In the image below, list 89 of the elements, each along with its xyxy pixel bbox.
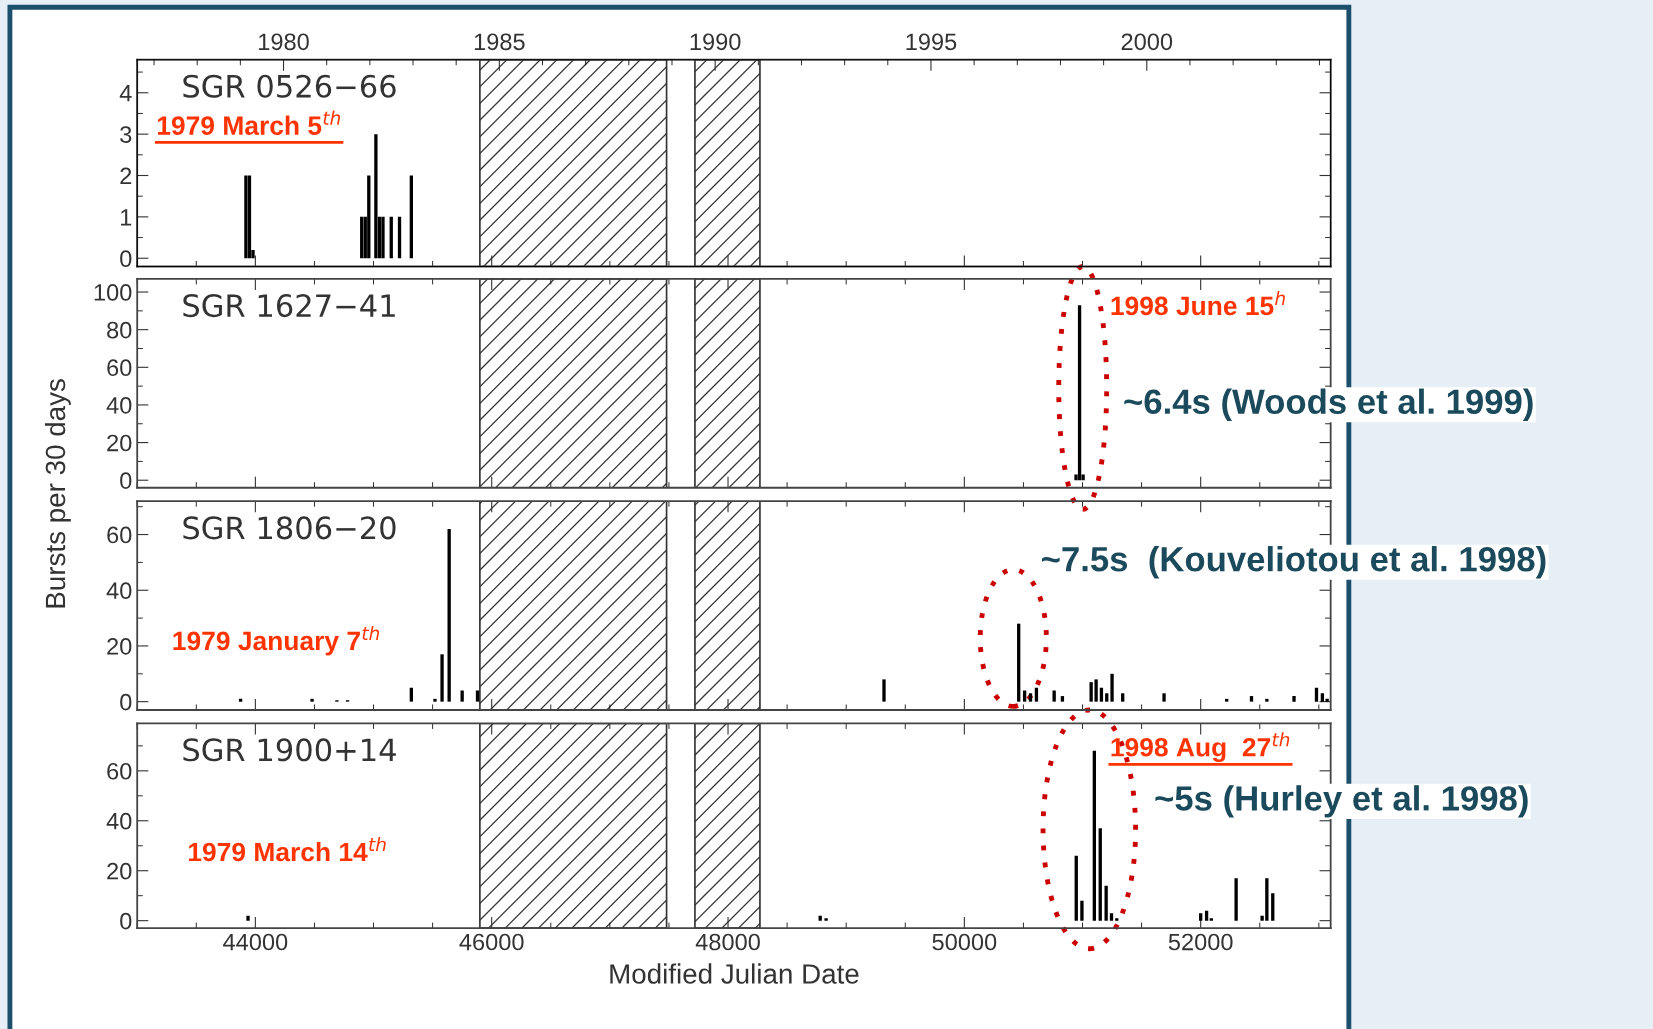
y-axis-title: Bursts per 30 days	[44, 379, 71, 608]
y-tick-label: 60	[107, 359, 132, 377]
bar	[1271, 893, 1275, 921]
y-tick-label: 0	[120, 693, 132, 711]
annotation: 1979 March 14$^{th}$	[188, 836, 386, 862]
bar	[389, 216, 393, 259]
y-tick-label: 2	[120, 167, 132, 185]
bar	[1109, 913, 1114, 921]
bar	[460, 690, 464, 702]
bar	[1292, 696, 1296, 702]
annotation: 1998 June 15$^{h}$	[1111, 290, 1285, 316]
annotation: ~6.4s (Woods et al. 1999)	[1124, 388, 1533, 421]
bar	[381, 216, 385, 259]
bar	[1017, 623, 1021, 702]
bar	[1099, 687, 1104, 702]
annotation: ~7.5s (Kouveliotou et al. 1998)	[1042, 546, 1546, 579]
y-tick-label: 60	[107, 526, 132, 544]
x-tick-label: 50000	[932, 933, 997, 951]
chart-title: SGR 0526−66	[183, 74, 396, 98]
bar	[882, 679, 886, 702]
x-tick-label: 44000	[223, 933, 288, 951]
bar	[1104, 885, 1108, 921]
y-tick-label: 40	[106, 397, 132, 414]
bar	[1225, 698, 1229, 702]
bar	[360, 216, 364, 259]
bar	[1034, 687, 1039, 702]
bar	[1249, 696, 1254, 702]
x-tick-label: 52000	[1168, 933, 1233, 951]
bar	[1080, 900, 1084, 921]
y-tick-label: 100	[94, 284, 132, 301]
chart-title: SGR 1806−20	[183, 516, 396, 540]
y-tick-label: 20	[107, 638, 132, 655]
annotation: ~5s (Hurley et al. 1998)	[1155, 785, 1528, 818]
bar	[1028, 693, 1033, 702]
bar	[1115, 918, 1119, 921]
annotation: 1979 March 5$^{th}$	[157, 110, 341, 135]
x2-tick-label: 1990	[690, 33, 741, 51]
bar	[1060, 696, 1065, 702]
bar	[1098, 828, 1102, 921]
annotation: 1979 January 7$^{th}$	[173, 625, 380, 656]
bar	[1234, 878, 1238, 921]
bar	[409, 175, 413, 259]
bar	[247, 175, 252, 259]
y-tick-label: 4	[119, 85, 132, 102]
bar	[1314, 687, 1319, 702]
bar	[1092, 750, 1096, 921]
x2-tick-label: 1995	[906, 33, 957, 51]
x2-tick-label: 1980	[259, 33, 309, 51]
y-tick-label: 0	[120, 472, 132, 490]
bar	[367, 175, 371, 259]
chart-title: SGR 1900+14	[183, 738, 396, 762]
y-tick-label: 40	[106, 582, 132, 600]
bar	[1204, 910, 1209, 921]
x-tick-label: 48000	[695, 933, 760, 951]
bar	[397, 216, 402, 259]
bar	[310, 698, 314, 702]
bar	[824, 918, 828, 921]
bar	[244, 175, 248, 259]
y-tick-label: 3	[120, 126, 132, 143]
y-tick-label: 80	[107, 321, 132, 339]
bar	[238, 698, 243, 702]
bar	[1320, 693, 1325, 702]
bar	[246, 915, 250, 921]
annotation: 1998 Aug 27$^{th}$	[1111, 732, 1290, 762]
x2-tick-label: 1985	[474, 33, 525, 51]
bar	[409, 687, 413, 702]
bar	[1105, 693, 1109, 702]
bar	[1121, 693, 1125, 702]
y-tick-label: 0	[120, 250, 132, 268]
bar	[1265, 698, 1269, 702]
bar	[1074, 855, 1078, 921]
y-tick-label: 1	[121, 209, 132, 226]
y-tick-label: 0	[120, 912, 132, 930]
bar	[433, 698, 437, 702]
bar	[440, 654, 444, 702]
bar	[1110, 673, 1114, 702]
bar	[1209, 918, 1213, 921]
bar	[1199, 913, 1203, 921]
x-tick-label: 46000	[459, 933, 524, 951]
y-tick-label: 20	[107, 862, 132, 880]
bar	[447, 528, 451, 702]
bar	[374, 134, 378, 259]
y-tick-label: 40	[106, 812, 132, 830]
bar	[1162, 693, 1166, 702]
x2-tick-label: 2000	[1121, 33, 1173, 51]
x-axis-title: Modified Julian Date	[610, 963, 859, 984]
y-tick-label: 60	[107, 762, 132, 780]
y-tick-label: 20	[107, 434, 132, 452]
chart-title: SGR 1627−41	[183, 294, 395, 318]
